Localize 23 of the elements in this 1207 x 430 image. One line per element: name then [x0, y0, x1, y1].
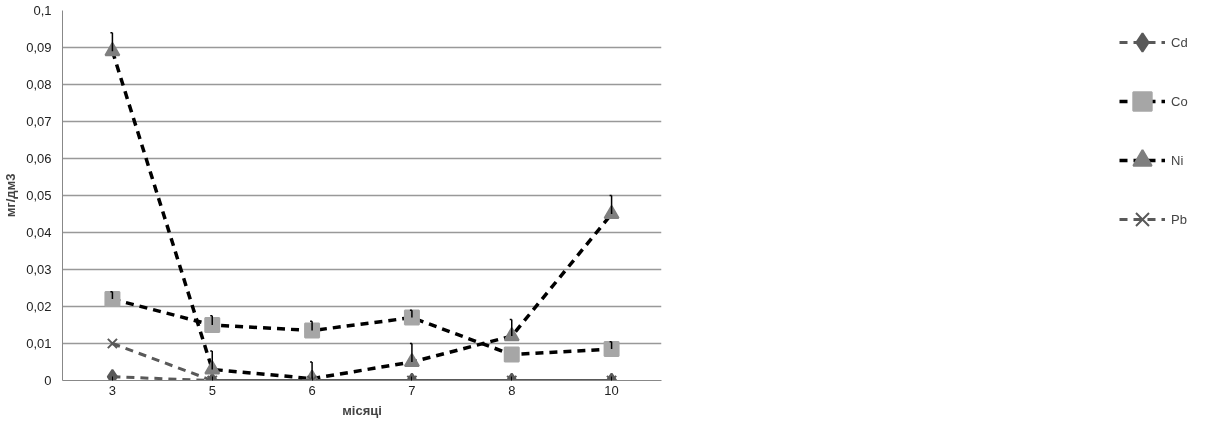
x-axis-title: місяці	[342, 402, 382, 418]
x-tick-label: 5	[208, 382, 216, 398]
x-tick-label: 8	[508, 382, 516, 398]
legend-label: Pb	[1171, 210, 1188, 229]
legend-label: Co	[1171, 92, 1189, 111]
legend-label: Ni	[1171, 151, 1185, 170]
y-tick-label: 0,02	[26, 299, 52, 314]
y-tick-label: 0,08	[26, 77, 52, 92]
y-tick-label: 0,01	[26, 336, 52, 351]
y-tick-label: 0,04	[26, 225, 52, 240]
y-tick-label: 0,1	[33, 3, 52, 18]
x-tick-label: 10	[604, 382, 619, 398]
x-tick-label: 6	[308, 382, 316, 398]
y-tick-label: 0,06	[26, 151, 52, 166]
y-tick-label: 0	[44, 373, 52, 388]
x-tick-label: 7	[408, 382, 416, 398]
y-tick-label: 0,05	[26, 188, 52, 203]
legend-label: Cd	[1171, 33, 1189, 52]
y-tick-label: 0,09	[26, 40, 52, 55]
y-tick-label: 0,03	[26, 262, 52, 277]
y-axis-title: мг/дм3	[3, 173, 19, 218]
x-tick-label: 3	[108, 382, 117, 398]
y-tick-label: 0,07	[26, 114, 52, 129]
